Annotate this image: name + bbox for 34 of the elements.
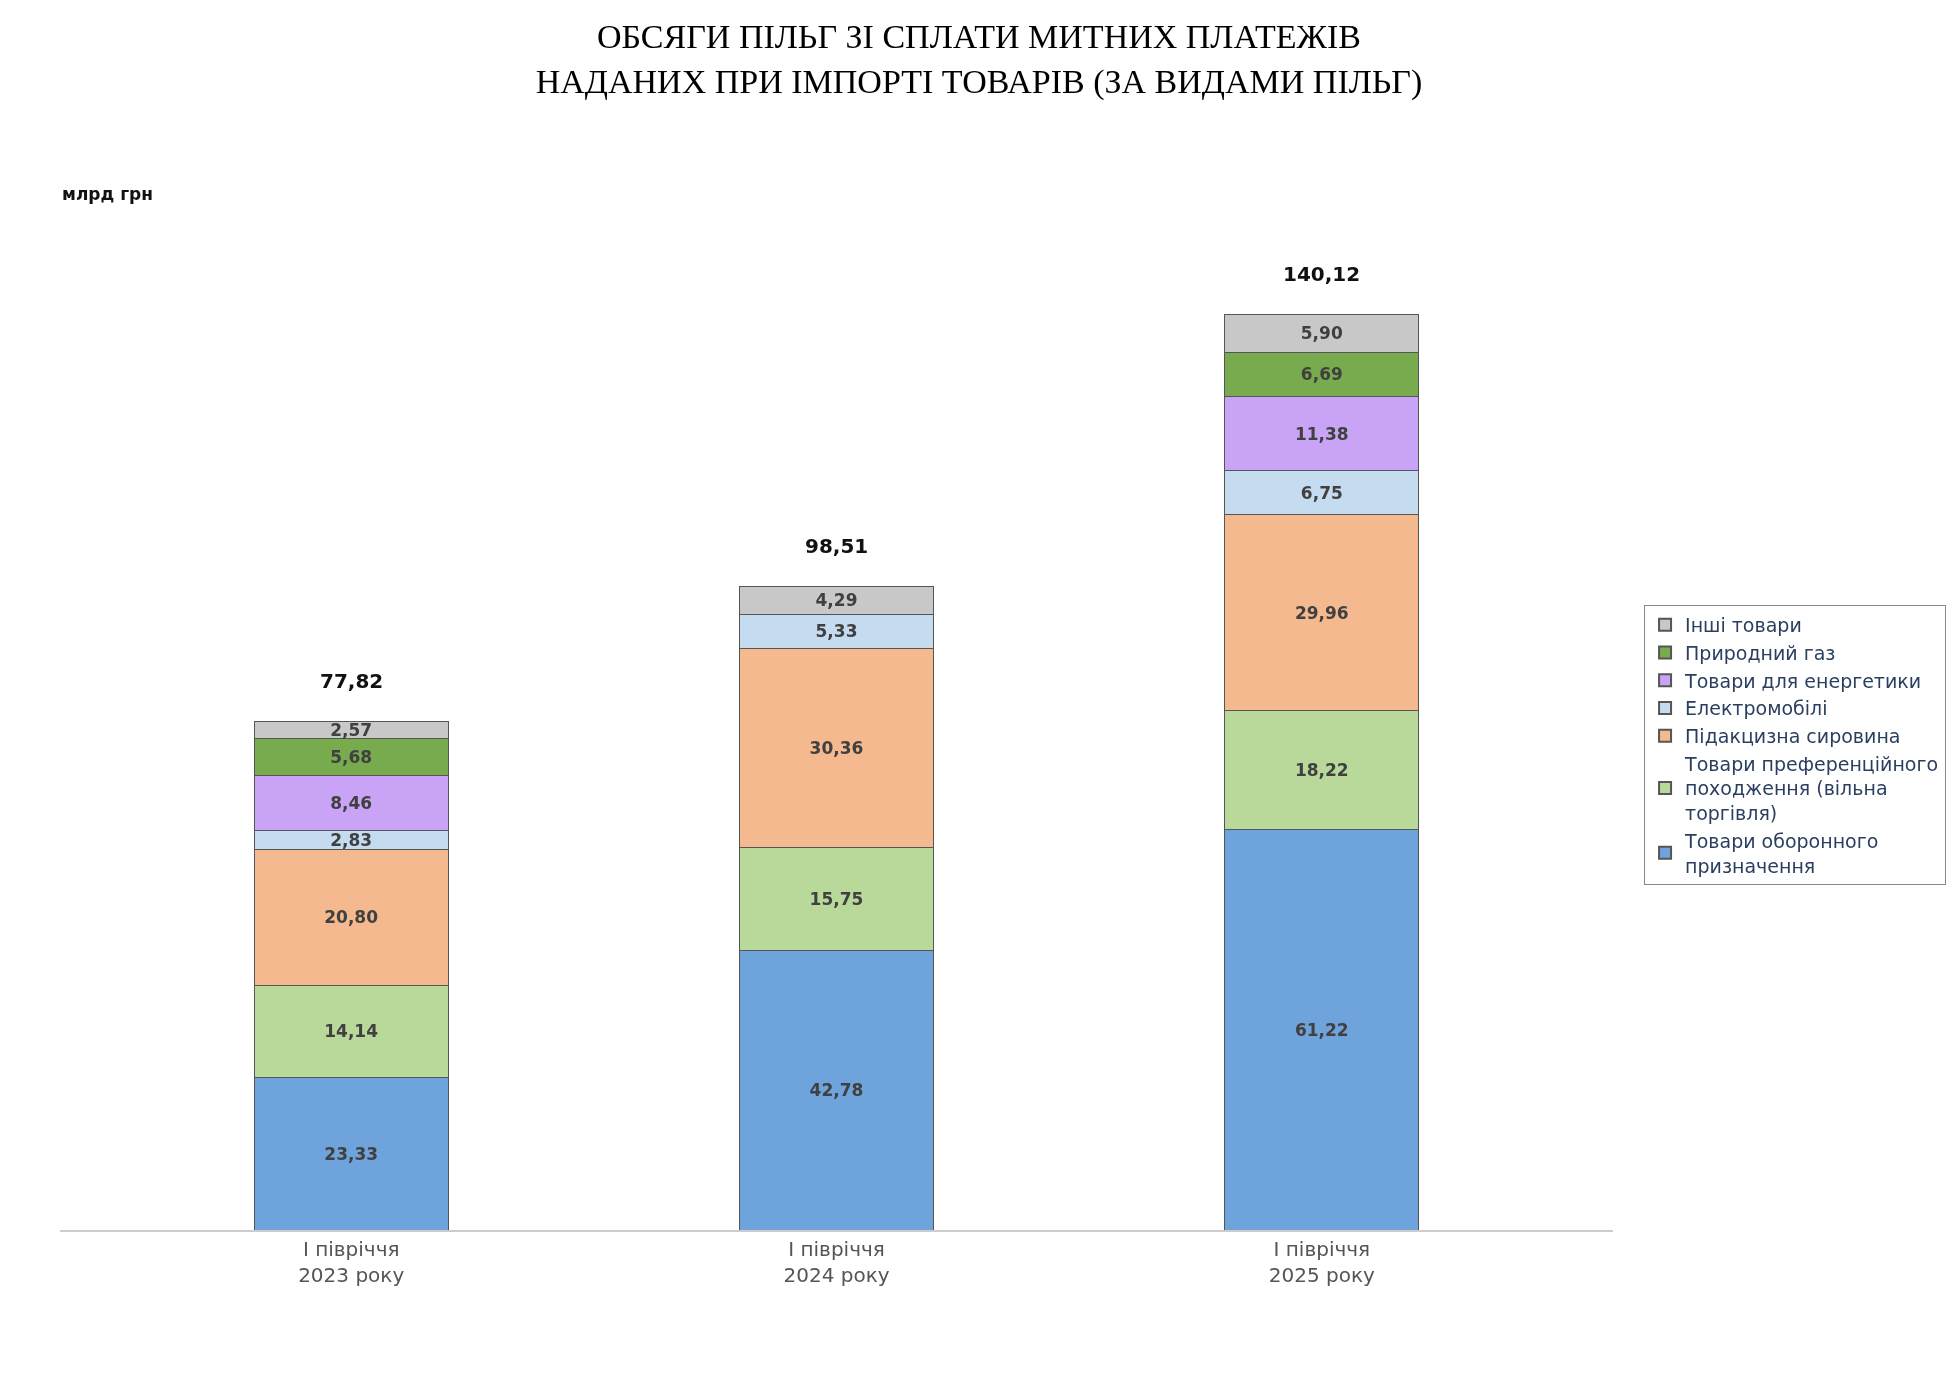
data-label: 20,80 — [324, 907, 379, 928]
legend-label: Товари оборонного призначення — [1684, 829, 1879, 877]
total-label: 140,12 — [1283, 262, 1361, 286]
data-label: 4,29 — [815, 590, 858, 611]
data-label: 18,22 — [1294, 760, 1349, 781]
legend-label: Підакцизна сировина — [1685, 725, 1901, 748]
text: млрд грн — [62, 184, 153, 204]
data-label: 42,78 — [809, 1080, 864, 1101]
data-label: 61,22 — [1294, 1019, 1349, 1040]
data-label: 5,68 — [330, 746, 373, 767]
data-label: 5,90 — [1300, 323, 1343, 344]
total-label: 98,51 — [805, 534, 869, 558]
data-label: 2,57 — [330, 719, 373, 740]
data-label: 23,33 — [324, 1143, 379, 1164]
data-label: 29,96 — [1294, 602, 1349, 623]
data-label: 6,75 — [1300, 482, 1343, 503]
data-label: 2,83 — [330, 829, 373, 850]
legend-label: Природний газ — [1685, 641, 1836, 664]
total-label: 77,82 — [320, 669, 384, 693]
data-label: 11,38 — [1294, 423, 1349, 444]
chart-title: ОБСЯГИ ПІЛЬГ ЗІ СПЛАТИ МИТНИХ ПЛАТЕЖІВ НАДАНИХ ПРИ ІМПОРТІ ТОВАРІВ (ЗА ВИДАМИ ПІЛЬГ) — [535, 18, 1423, 101]
x-tick-label: І півріччя 2024 року — [783, 1237, 890, 1287]
x-tick-label: І півріччя 2023 року — [298, 1237, 405, 1287]
legend-label: Електромобілі — [1685, 697, 1828, 720]
data-label: 15,75 — [809, 888, 864, 909]
legend-label: Товари преференційного походження (вільна торгівля) — [1684, 752, 1939, 825]
data-label: 14,14 — [324, 1021, 379, 1042]
x-tick-label: І півріччя 2025 року — [1268, 1237, 1376, 1287]
data-label: 30,36 — [809, 738, 864, 759]
data-label: 8,46 — [330, 792, 373, 813]
data-label: 5,33 — [815, 621, 858, 642]
data-label: 6,69 — [1300, 364, 1343, 385]
legend-label: Товари для енергетики — [1684, 669, 1922, 692]
legend-label: Інші товари — [1685, 614, 1802, 637]
